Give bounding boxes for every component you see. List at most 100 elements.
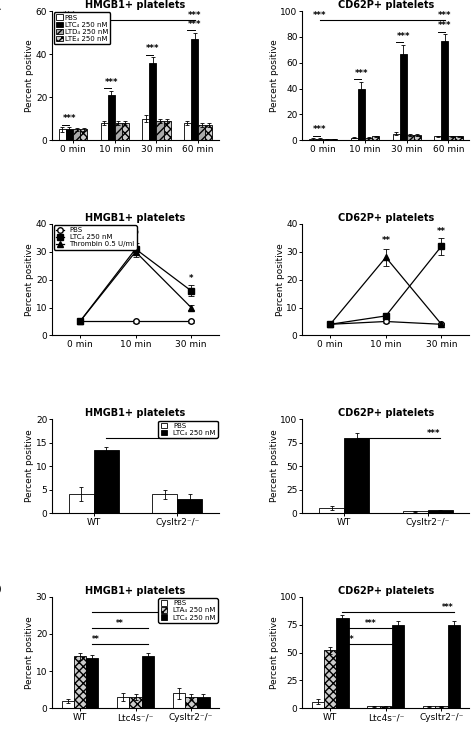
Bar xyxy=(402,511,428,513)
Legend: PBS, LTC₄ 250 nM, LTD₄ 250 nM, LTE₄ 250 nM: PBS, LTC₄ 250 nM, LTD₄ 250 nM, LTE₄ 250 … xyxy=(54,12,110,44)
Bar xyxy=(423,706,435,708)
Text: ***: *** xyxy=(438,21,452,30)
Y-axis label: Percent positive: Percent positive xyxy=(270,39,279,112)
Bar xyxy=(392,625,404,708)
Title: CD62P+ platelets: CD62P+ platelets xyxy=(337,586,434,596)
Bar xyxy=(330,139,337,140)
Text: D: D xyxy=(0,584,1,598)
Y-axis label: Percent positive: Percent positive xyxy=(26,39,35,112)
Text: **: ** xyxy=(131,230,140,239)
Bar xyxy=(435,706,447,708)
Text: ***: *** xyxy=(313,126,327,134)
Text: ***: *** xyxy=(342,635,354,644)
Bar xyxy=(367,706,380,708)
Bar xyxy=(80,129,87,140)
Title: HMGB1+ platelets: HMGB1+ platelets xyxy=(85,213,186,223)
Bar xyxy=(74,656,86,708)
Bar xyxy=(428,510,453,513)
Bar xyxy=(142,119,149,140)
Bar xyxy=(323,139,330,140)
Text: **: ** xyxy=(196,603,203,612)
Bar xyxy=(365,137,372,140)
Text: ***: *** xyxy=(442,603,454,612)
Text: ***: *** xyxy=(427,429,440,438)
Bar xyxy=(117,697,129,708)
Y-axis label: Percent positive: Percent positive xyxy=(270,616,279,689)
Bar xyxy=(456,137,463,140)
Bar xyxy=(86,658,98,708)
Text: **: ** xyxy=(437,227,446,236)
Legend: PBS, LTA₄ 250 nM, LTC₄ 250 nM: PBS, LTA₄ 250 nM, LTC₄ 250 nM xyxy=(158,598,218,622)
Bar xyxy=(312,702,324,708)
Text: ***: *** xyxy=(188,20,201,29)
Bar xyxy=(164,121,171,140)
Bar xyxy=(184,123,191,140)
Bar xyxy=(447,625,460,708)
Bar xyxy=(198,125,205,140)
Title: HMGB1+ platelets: HMGB1+ platelets xyxy=(85,408,186,418)
Bar xyxy=(441,40,448,140)
Bar xyxy=(407,135,414,140)
Bar xyxy=(122,123,129,140)
Title: CD62P+ platelets: CD62P+ platelets xyxy=(337,408,434,418)
Bar xyxy=(177,499,202,513)
Bar xyxy=(434,137,441,140)
Bar xyxy=(316,139,323,140)
Bar xyxy=(173,694,185,708)
Bar xyxy=(142,656,154,708)
Bar xyxy=(62,701,74,708)
Bar xyxy=(152,494,177,513)
Bar xyxy=(400,54,407,140)
Bar xyxy=(108,95,115,140)
Bar xyxy=(156,121,164,140)
Text: ***: *** xyxy=(188,11,201,20)
Bar xyxy=(358,89,365,140)
Bar xyxy=(191,39,198,140)
Bar xyxy=(324,650,337,708)
Y-axis label: Percent positive: Percent positive xyxy=(26,429,35,503)
Text: ***: *** xyxy=(63,11,76,20)
Bar xyxy=(115,123,122,140)
Bar xyxy=(380,706,392,708)
Y-axis label: Percent positive: Percent positive xyxy=(270,429,279,503)
Bar xyxy=(344,438,369,513)
Bar xyxy=(205,125,212,140)
Y-axis label: Percent positive: Percent positive xyxy=(26,616,35,689)
Title: HMGB1+ platelets: HMGB1+ platelets xyxy=(85,586,186,596)
Bar xyxy=(149,62,156,140)
Legend: PBS, LTC₄ 250 nM: PBS, LTC₄ 250 nM xyxy=(158,421,218,438)
Bar xyxy=(372,137,379,140)
Bar xyxy=(319,509,344,513)
Bar xyxy=(100,123,108,140)
Text: ***: *** xyxy=(438,11,452,20)
Text: **: ** xyxy=(116,619,124,628)
Bar xyxy=(448,137,456,140)
Bar xyxy=(337,618,348,708)
Text: **: ** xyxy=(382,236,390,244)
Text: ***: *** xyxy=(396,32,410,40)
Text: ***: *** xyxy=(313,11,327,20)
Text: ***: *** xyxy=(63,115,76,123)
Text: *: * xyxy=(189,274,193,283)
Bar xyxy=(73,129,80,140)
Y-axis label: Percent positive: Percent positive xyxy=(26,243,35,316)
Text: ***: *** xyxy=(146,45,160,54)
Bar xyxy=(309,139,316,140)
Bar xyxy=(414,135,421,140)
Bar xyxy=(59,129,66,140)
Bar xyxy=(66,129,73,140)
Bar xyxy=(392,134,400,140)
Bar xyxy=(69,494,94,513)
Legend: PBS, LTC₄ 250 nM, Thrombin 0.5 U/ml: PBS, LTC₄ 250 nM, Thrombin 0.5 U/ml xyxy=(54,225,137,250)
Title: HMGB1+ platelets: HMGB1+ platelets xyxy=(85,0,186,10)
Title: CD62P+ platelets: CD62P+ platelets xyxy=(337,0,434,10)
Text: **: ** xyxy=(181,429,190,438)
Text: ***: *** xyxy=(104,78,118,87)
Text: ***: *** xyxy=(355,69,368,79)
Bar xyxy=(197,697,210,708)
Title: CD62P+ platelets: CD62P+ platelets xyxy=(337,213,434,223)
Bar xyxy=(185,697,197,708)
Bar xyxy=(94,450,119,513)
Bar xyxy=(351,137,358,140)
Bar xyxy=(129,697,142,708)
